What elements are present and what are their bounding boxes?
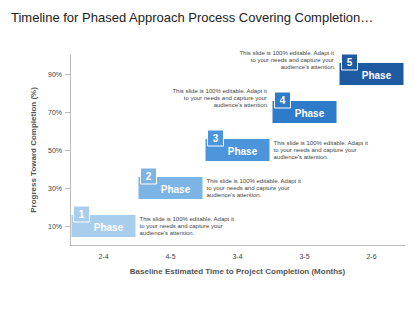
svg-text:Phase: Phase [94,222,124,233]
svg-text:to your needs and capture your: to your needs and capture your [207,185,292,191]
svg-text:audience's attention.: audience's attention. [274,154,329,160]
svg-text:to your needs and capture your: to your needs and capture your [184,95,269,101]
svg-text:3: 3 [213,133,219,144]
svg-text:2: 2 [146,171,152,182]
svg-text:2-4: 2-4 [98,253,108,260]
svg-text:90%: 90% [48,71,62,78]
svg-text:to your needs and capture your: to your needs and capture your [140,223,225,229]
svg-text:3-5: 3-5 [299,253,309,260]
svg-text:audience's attention.: audience's attention. [207,192,262,198]
svg-text:audience's attention.: audience's attention. [214,102,269,108]
svg-text:audience's attention.: audience's attention. [140,230,195,236]
svg-text:4-5: 4-5 [165,253,175,260]
svg-text:50%: 50% [48,147,62,154]
svg-text:audience's attention.: audience's attention. [281,64,336,70]
svg-text:to your needs and capture your: to your needs and capture your [274,147,359,153]
svg-text:This slide is 100% editable. A: This slide is 100% editable. Adapt it [239,50,335,56]
svg-text:5: 5 [347,57,353,68]
svg-text:2-6: 2-6 [366,253,376,260]
svg-text:Timeline for Phased Approach P: Timeline for Phased Approach Process Cov… [11,10,373,25]
svg-text:3-4: 3-4 [232,253,242,260]
svg-text:Progress Toward Completion (%): Progress Toward Completion (%) [29,87,38,213]
svg-text:This slide is 100% editable. A: This slide is 100% editable. Adapt it [274,140,370,146]
svg-text:70%: 70% [48,109,62,116]
svg-text:4: 4 [280,95,286,106]
svg-text:Phase: Phase [362,70,392,81]
svg-text:1: 1 [79,209,85,220]
svg-text:to your needs and capture your: to your needs and capture your [251,57,336,63]
svg-text:This slide is 100% editable. A: This slide is 100% editable. Adapt it [172,88,268,94]
svg-text:Baseline Estimated Time to Pro: Baseline Estimated Time to Project Compl… [130,267,346,276]
svg-text:This slide is 100% editable. A: This slide is 100% editable. Adapt it [207,178,303,184]
svg-text:Phase: Phase [295,108,325,119]
svg-text:This slide is 100% editable. A: This slide is 100% editable. Adapt it [140,216,236,222]
svg-text:Phase: Phase [228,146,258,157]
svg-text:30%: 30% [48,185,62,192]
svg-text:Phase: Phase [161,184,191,195]
svg-text:10%: 10% [48,223,62,230]
